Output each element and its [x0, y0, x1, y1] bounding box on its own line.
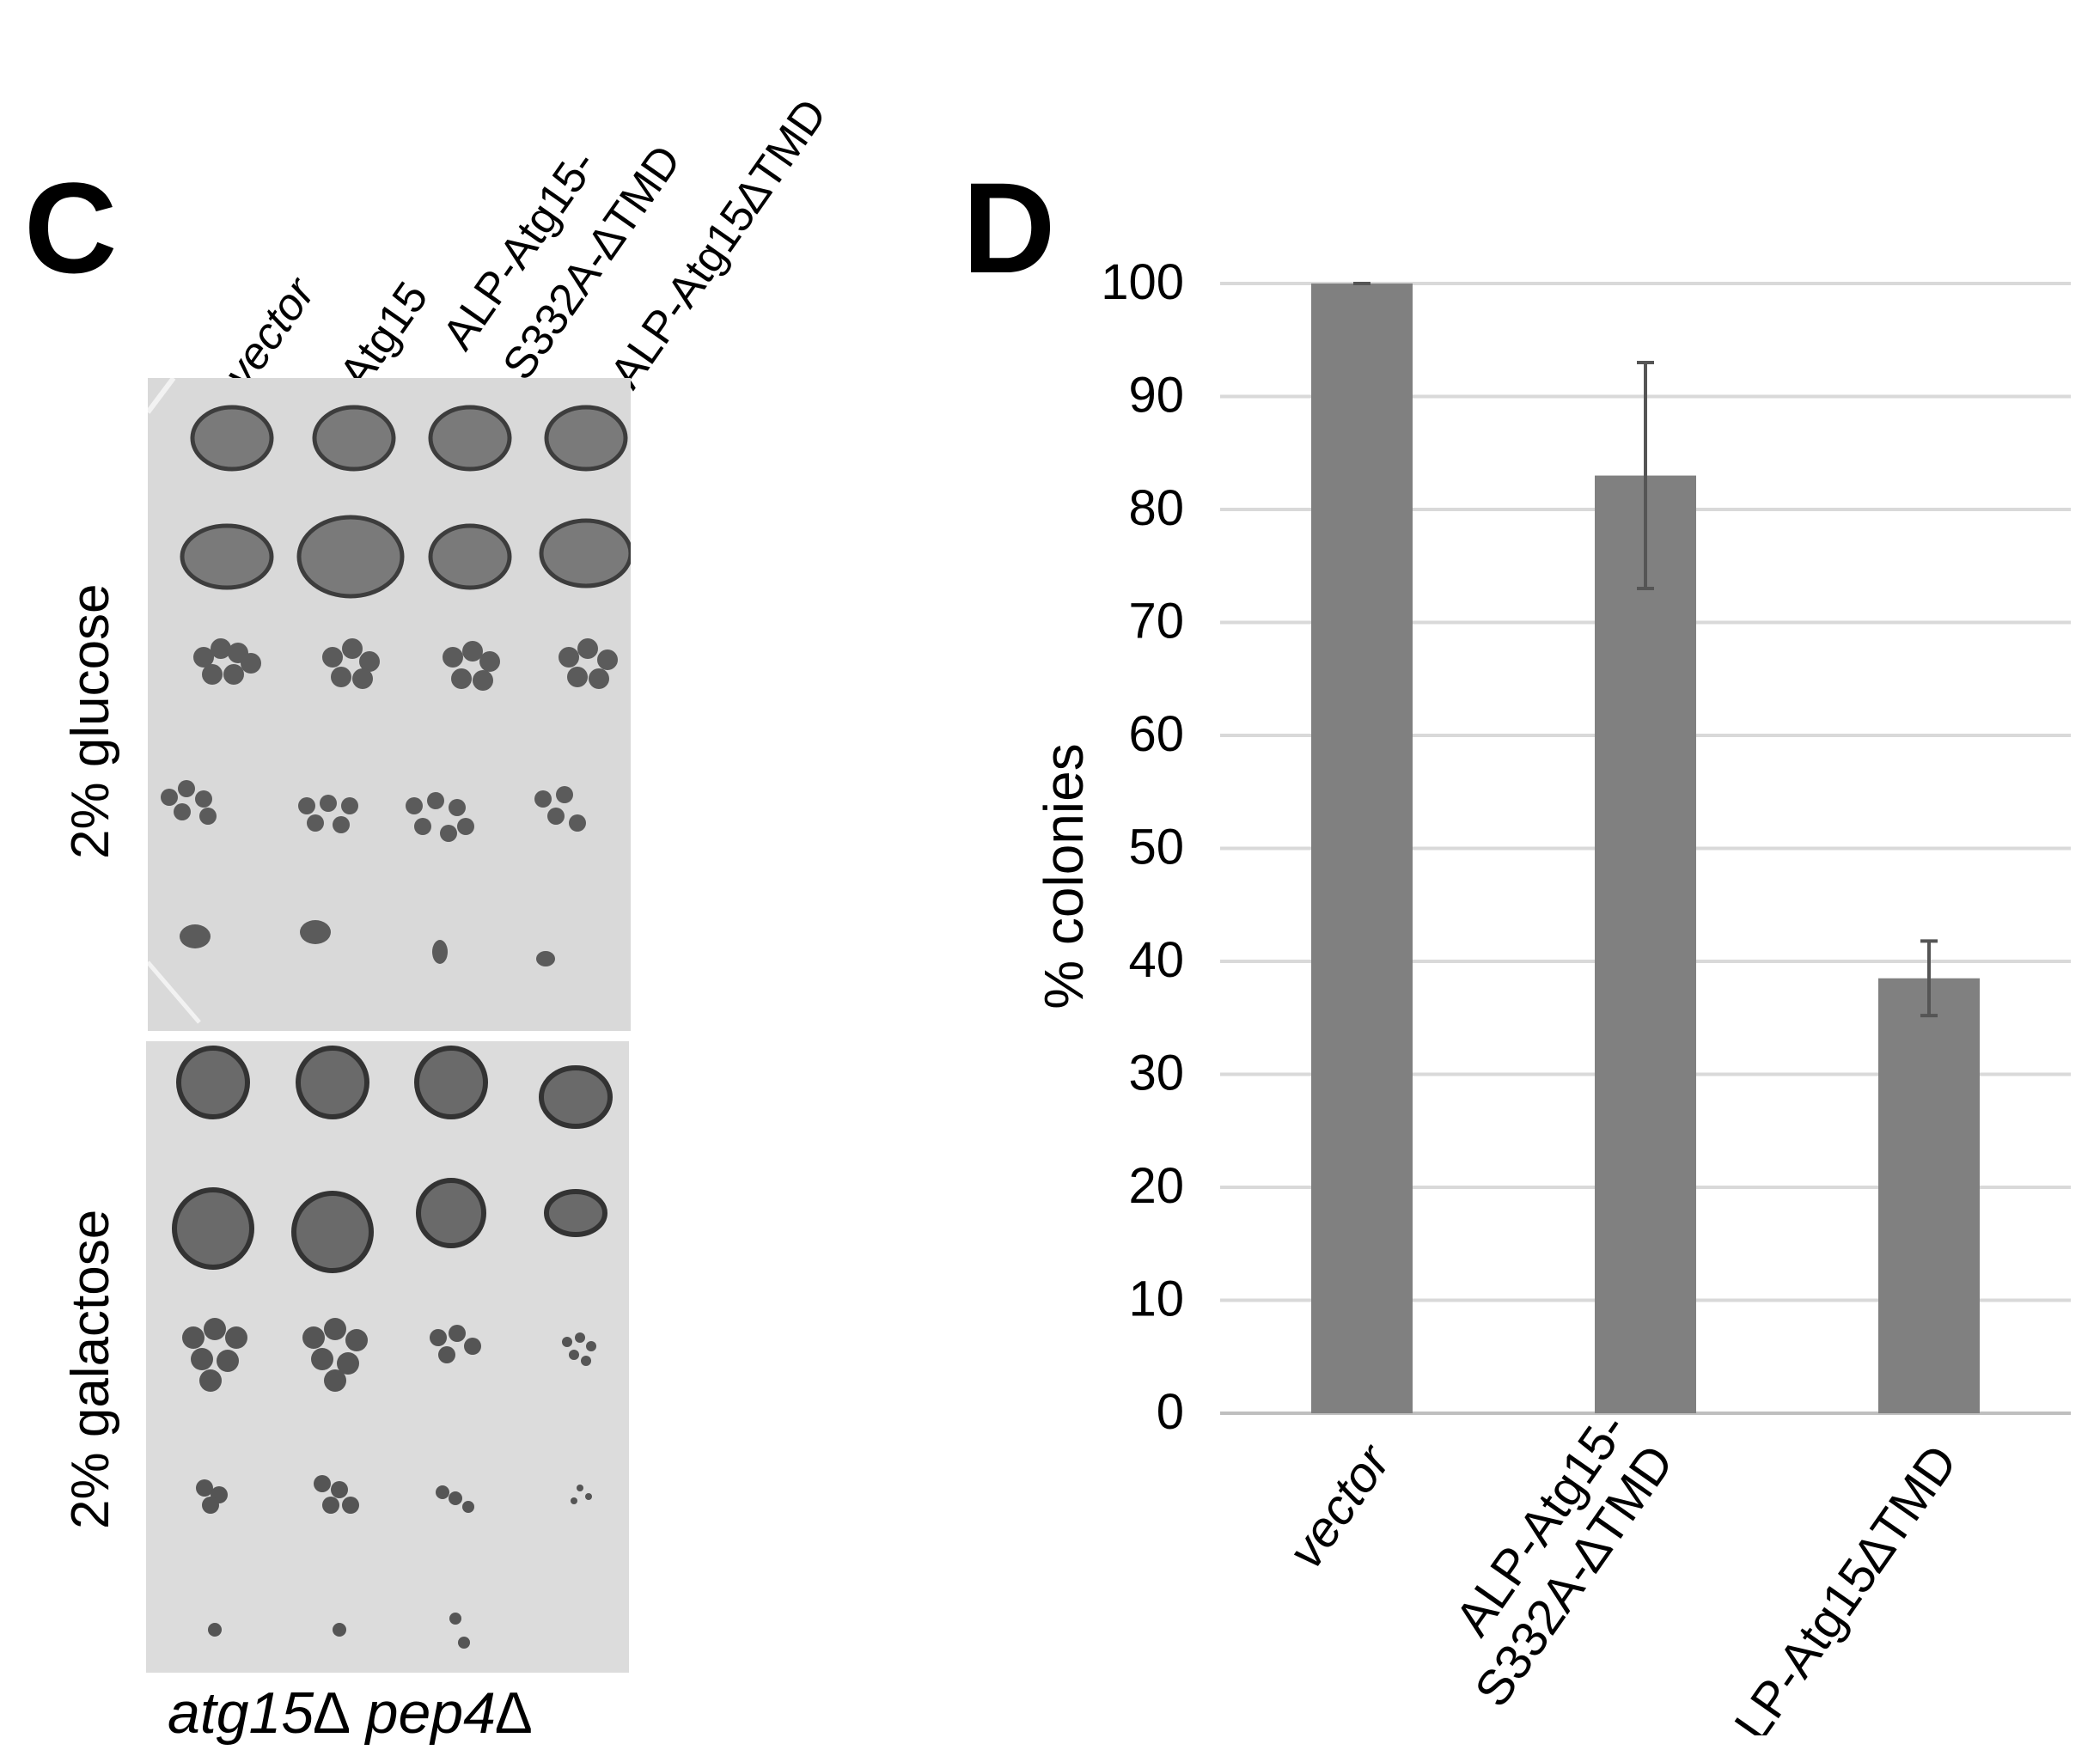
x-tick-label-2-line-0: ALP-Atg15∆TMD — [1705, 1435, 1969, 1735]
x-tick-label-0: vector — [1278, 1433, 1402, 1578]
panel-c-letter: C — [24, 163, 117, 292]
spot-assay-plate-glucose — [148, 378, 631, 1031]
y-tick-label-70: 70 — [1128, 594, 1184, 649]
y-tick-label-90: 90 — [1128, 368, 1184, 424]
y-tick-label-20: 20 — [1128, 1158, 1184, 1214]
y-tick-label-40: 40 — [1128, 932, 1184, 988]
y-tick-label-0: 0 — [1157, 1384, 1184, 1440]
row-label-glucose: 2% glucose — [62, 583, 120, 859]
bar-1 — [1595, 476, 1696, 1413]
galactose-plate-image — [146, 1041, 629, 1673]
y-tick-label-50: 50 — [1128, 820, 1184, 875]
bar-0 — [1311, 284, 1413, 1413]
bar-2 — [1878, 979, 1980, 1413]
y-axis-label: % colonies — [1033, 743, 1095, 1009]
y-tick-label-80: 80 — [1128, 480, 1184, 536]
y-tick-label-60: 60 — [1128, 706, 1184, 762]
x-tick-label-2: ALP-Atg15∆TMD — [1705, 1435, 1969, 1735]
column-label-alp-atg15-dtmd: ALP-Atg15∆TMD — [601, 91, 837, 398]
y-tick-label-100: 100 — [1101, 254, 1184, 310]
y-tick-label-30: 30 — [1128, 1046, 1184, 1101]
bar-chart: 0 10 20 30 40 50 60 70 80 90 100 vector ALP-Atg15-S… — [997, 223, 2097, 1735]
x-tick-label-0-line-0: vector — [1278, 1433, 1402, 1578]
genotype-label: atg15∆ pep4∆ — [168, 1680, 532, 1747]
spot-assay-plate-galactose — [146, 1041, 629, 1673]
y-tick-label-10: 10 — [1128, 1271, 1184, 1327]
glucose-plate-image — [148, 378, 631, 1031]
row-label-galactose: 2% galactose — [62, 1210, 120, 1529]
x-tick-label-1: ALP-Atg15-S332A-∆TMD — [1418, 1403, 1685, 1717]
